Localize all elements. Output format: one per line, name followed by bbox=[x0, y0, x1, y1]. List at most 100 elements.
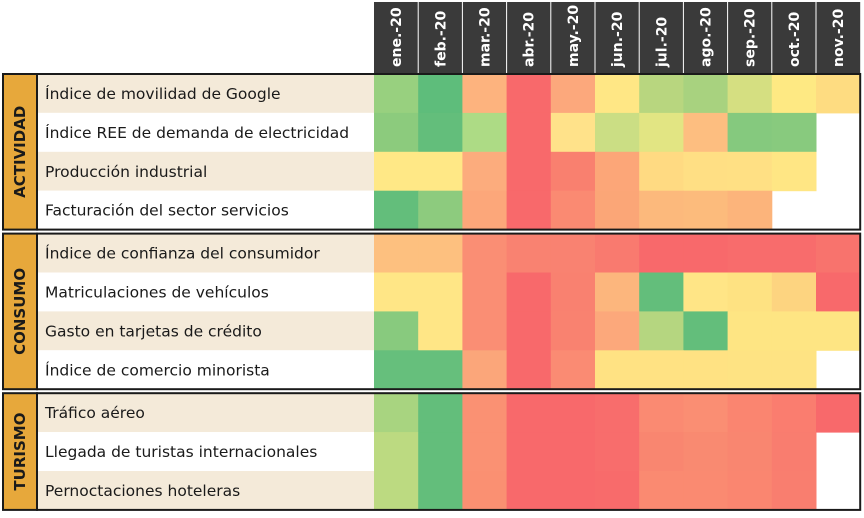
heatmap-cell bbox=[418, 471, 463, 511]
month-label: mar.-20 bbox=[478, 7, 494, 67]
row-label-bg bbox=[37, 272, 374, 312]
heatmap-cell bbox=[595, 151, 640, 192]
group-band bbox=[3, 393, 37, 510]
heatmap-cell bbox=[550, 393, 596, 433]
heatmap-cell bbox=[595, 393, 640, 433]
heatmap-cell bbox=[418, 393, 463, 433]
heatmap-cell bbox=[727, 432, 773, 472]
heatmap-cell bbox=[506, 74, 552, 114]
row-label-bg bbox=[37, 112, 374, 152]
row-label-bg bbox=[37, 471, 374, 510]
heatmap-cell bbox=[550, 112, 596, 153]
row-label-bg bbox=[37, 311, 374, 351]
heatmap-cell bbox=[462, 432, 508, 472]
heatmap-cell bbox=[418, 112, 463, 153]
month-label: abr.-20 bbox=[522, 12, 538, 67]
heatmap-cell bbox=[550, 272, 596, 312]
heatmap-cell bbox=[550, 74, 596, 114]
heatmap-cell bbox=[727, 233, 773, 273]
row-label-bg bbox=[37, 393, 374, 433]
heatmap-cell bbox=[374, 471, 419, 511]
group-table-border bbox=[36, 392, 862, 511]
row-label: Facturación del sector servicios bbox=[45, 202, 289, 220]
group-table-border bbox=[36, 232, 862, 391]
heatmap-cell bbox=[374, 233, 419, 273]
heatmap-cell bbox=[683, 112, 729, 153]
row-label: Matriculaciones de vehículos bbox=[45, 283, 269, 301]
heatmap-cell bbox=[595, 233, 640, 273]
heatmap-cell bbox=[816, 233, 861, 273]
month-label: feb.-20 bbox=[433, 11, 449, 67]
heatmap-cell bbox=[683, 350, 729, 390]
heatmap-cell bbox=[816, 272, 861, 312]
heatmap-cell bbox=[639, 393, 684, 433]
heatmap-cell bbox=[374, 151, 419, 192]
row-label: Índice de movilidad de Google bbox=[45, 84, 281, 103]
heatmap-cell bbox=[816, 393, 861, 433]
heatmap-cell bbox=[550, 311, 596, 351]
heatmap-cell bbox=[418, 74, 463, 114]
heatmap-cell bbox=[771, 151, 817, 192]
heatmap-cell bbox=[683, 233, 729, 273]
heatmap-cell bbox=[374, 311, 419, 351]
heatmap-cell bbox=[462, 233, 508, 273]
heatmap-cell bbox=[506, 393, 552, 433]
heatmap-cell bbox=[771, 471, 817, 511]
row-label: Llegada de turistas internacionales bbox=[45, 443, 317, 461]
heatmap-cell bbox=[418, 311, 463, 351]
heatmap-cell bbox=[595, 471, 640, 511]
heatmap-cell bbox=[771, 272, 817, 312]
row-label-bg bbox=[37, 233, 374, 273]
heatmap-cell bbox=[771, 393, 817, 433]
row-label-bg bbox=[37, 74, 374, 113]
month-label: jun.-20 bbox=[610, 11, 626, 68]
heatmap-cell bbox=[771, 350, 817, 390]
heatmap-cell bbox=[639, 432, 684, 472]
heatmap-cell bbox=[683, 471, 729, 511]
heatmap-cell bbox=[639, 272, 684, 312]
heatmap-cell bbox=[639, 190, 684, 231]
heatmap-cell bbox=[595, 74, 640, 114]
heatmap-cell bbox=[462, 272, 508, 312]
heatmap-cell bbox=[462, 190, 508, 231]
heatmap-cell bbox=[771, 233, 817, 273]
heatmap-cell bbox=[816, 74, 861, 114]
heatmap-cell bbox=[550, 432, 596, 472]
heatmap-cell bbox=[418, 432, 463, 472]
heatmap-cell bbox=[550, 350, 596, 390]
heatmap-cell bbox=[374, 190, 419, 231]
heatmap-cell bbox=[771, 74, 817, 114]
heatmap-cell bbox=[374, 112, 419, 153]
row-label: Índice de comercio minorista bbox=[45, 360, 270, 379]
heatmap-cell bbox=[506, 112, 552, 153]
heatmap-cell bbox=[683, 272, 729, 312]
heatmap-cell bbox=[683, 393, 729, 433]
heatmap-cell bbox=[550, 471, 596, 511]
heatmap-cell bbox=[506, 311, 552, 351]
heatmap-cell bbox=[374, 432, 419, 472]
heatmap-cell bbox=[727, 350, 773, 390]
month-label: nov.-20 bbox=[831, 9, 847, 67]
heatmap-cell bbox=[462, 393, 508, 433]
heatmap-cell bbox=[595, 432, 640, 472]
heatmap-cell bbox=[462, 471, 508, 511]
row-label: Índice de confianza del consumidor bbox=[45, 244, 320, 263]
heatmap-cell bbox=[418, 190, 463, 231]
heatmap-cell bbox=[418, 151, 463, 192]
month-label: oct.-20 bbox=[787, 12, 803, 67]
heatmap-cell bbox=[639, 112, 684, 153]
heatmap-cell bbox=[727, 272, 773, 312]
heatmap-cell bbox=[595, 190, 640, 231]
heatmap-cell bbox=[639, 471, 684, 511]
heatmap-cell bbox=[683, 151, 729, 192]
heatmap-cell bbox=[506, 151, 552, 192]
heatmap-cell bbox=[727, 151, 773, 192]
heatmap-cell bbox=[418, 272, 463, 312]
heatmap-cell bbox=[506, 471, 552, 511]
heatmap-cell bbox=[595, 311, 640, 351]
heatmap-cell bbox=[506, 190, 552, 231]
row-label: Índice REE de demanda de electricidad bbox=[45, 123, 349, 142]
heatmap-cell bbox=[462, 112, 508, 153]
group-label: TURISMO bbox=[11, 413, 29, 491]
heatmap-cell bbox=[550, 233, 596, 273]
